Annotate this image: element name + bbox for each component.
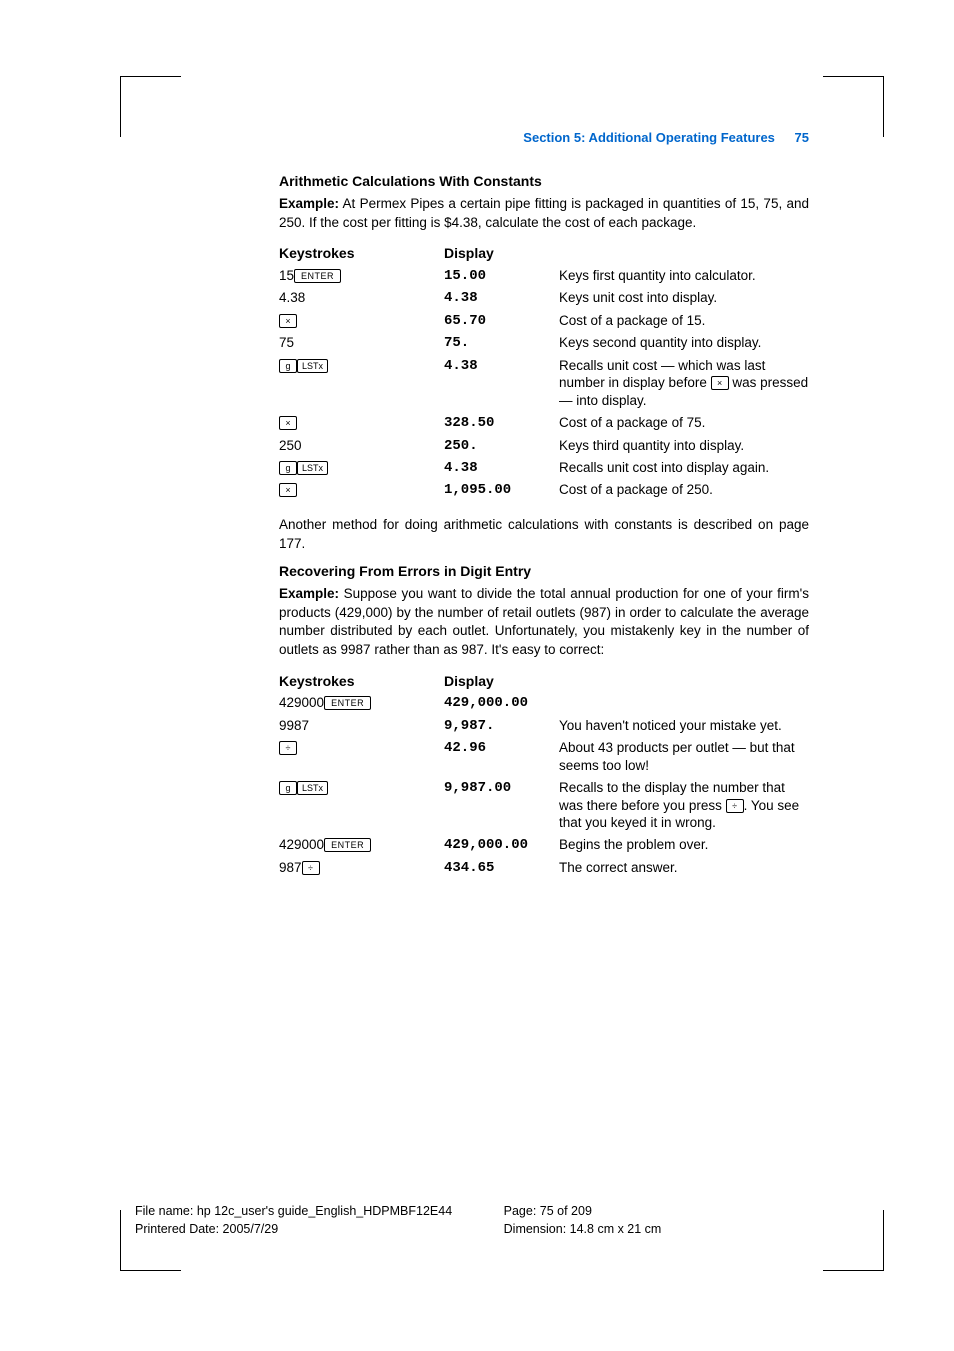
g-key: g	[279, 461, 297, 475]
display-val: 75.	[444, 332, 559, 354]
table-row: 250 250. Keys third quantity into displa…	[279, 435, 809, 457]
explanation: Recalls unit cost — which was last numbe…	[559, 355, 809, 412]
key-text: 9987	[279, 715, 444, 737]
table-row: ÷ 42.96 About 43 products per outlet — b…	[279, 737, 809, 777]
table-row: 15ENTER 15.00 Keys first quantity into c…	[279, 265, 809, 287]
table-row: gLSTx 4.38 Recalls unit cost — which was…	[279, 355, 809, 412]
th-display: Display	[444, 242, 559, 264]
explanation	[559, 692, 809, 714]
divide-key: ÷	[302, 861, 320, 875]
footer-page: Page: 75 of 209	[504, 1204, 592, 1218]
key-text: 75	[279, 332, 444, 354]
example2-paragraph: Example: Suppose you want to divide the …	[279, 585, 809, 660]
explanation: Keys unit cost into display.	[559, 287, 809, 309]
display-val: 429,000.00	[444, 834, 559, 856]
table-row: 429000ENTER 429,000.00	[279, 692, 809, 714]
table-row: × 328.50 Cost of a package of 75.	[279, 412, 809, 434]
table-row: gLSTx 4.38 Recalls unit cost into displa…	[279, 457, 809, 479]
table1: Keystrokes Display 15ENTER 15.00 Keys fi…	[279, 242, 809, 502]
enter-key: ENTER	[294, 269, 341, 283]
explanation: Recalls to the display the number that w…	[559, 777, 809, 834]
explanation: Cost of a package of 250.	[559, 479, 809, 501]
key-text: 15	[279, 268, 294, 283]
heading-recovering: Recovering From Errors in Digit Entry	[279, 563, 809, 579]
crop-mark-br	[823, 1210, 884, 1271]
display-val: 9,987.00	[444, 777, 559, 834]
explanation: Keys third quantity into display.	[559, 435, 809, 457]
display-val: 250.	[444, 435, 559, 457]
explanation: About 43 products per outlet — but that …	[559, 737, 809, 777]
explanation: You haven't noticed your mistake yet.	[559, 715, 809, 737]
table2: Keystrokes Display 429000ENTER 429,000.0…	[279, 670, 809, 879]
table-row: × 65.70 Cost of a package of 15.	[279, 310, 809, 332]
explanation: Begins the problem over.	[559, 834, 809, 856]
table-row: 987÷ 434.65 The correct answer.	[279, 857, 809, 879]
explanation: Recalls unit cost into display again.	[559, 457, 809, 479]
example2-text: Suppose you want to divide the total ann…	[279, 586, 809, 657]
header-page-number: 75	[795, 130, 809, 145]
lstx-key: LSTx	[297, 781, 328, 795]
explanation: Keys second quantity into display.	[559, 332, 809, 354]
display-val: 4.38	[444, 355, 559, 412]
display-val: 1,095.00	[444, 479, 559, 501]
multiply-key: ×	[279, 416, 297, 430]
display-val: 4.38	[444, 287, 559, 309]
page-header: Section 5: Additional Operating Features…	[279, 130, 809, 145]
example1-label: Example:	[279, 196, 339, 211]
table-row: gLSTx 9,987.00 Recalls to the display th…	[279, 777, 809, 834]
crop-mark-tl	[120, 76, 181, 137]
crop-mark-tr	[823, 76, 884, 137]
multiply-key-inline: ×	[711, 376, 729, 390]
th-keystrokes: Keystrokes	[279, 670, 444, 692]
key-text: 429000	[279, 695, 324, 710]
explanation: Cost of a package of 15.	[559, 310, 809, 332]
explanation: Cost of a package of 75.	[559, 412, 809, 434]
display-val: 4.38	[444, 457, 559, 479]
example2-label: Example:	[279, 586, 339, 601]
table-row: 4.38 4.38 Keys unit cost into display.	[279, 287, 809, 309]
lstx-key: LSTx	[297, 461, 328, 475]
enter-key: ENTER	[324, 696, 371, 710]
display-val: 328.50	[444, 412, 559, 434]
g-key: g	[279, 359, 297, 373]
table-row: 75 75. Keys second quantity into display…	[279, 332, 809, 354]
page-footer: File name: hp 12c_user's guide_English_H…	[135, 1202, 661, 1240]
display-val: 434.65	[444, 857, 559, 879]
table-row: × 1,095.00 Cost of a package of 250.	[279, 479, 809, 501]
mid-paragraph: Another method for doing arithmetic calc…	[279, 516, 809, 553]
example1-paragraph: Example: At Permex Pipes a certain pipe …	[279, 195, 809, 232]
explanation: The correct answer.	[559, 857, 809, 879]
footer-date: Printered Date: 2005/7/29	[135, 1222, 278, 1236]
footer-filename: File name: hp 12c_user's guide_English_H…	[135, 1204, 452, 1218]
key-text: 987	[279, 860, 302, 875]
multiply-key: ×	[279, 483, 297, 497]
display-val: 65.70	[444, 310, 559, 332]
display-val: 15.00	[444, 265, 559, 287]
example1-text: At Permex Pipes a certain pipe fitting i…	[279, 196, 809, 230]
footer-dimension: Dimension: 14.8 cm x 21 cm	[504, 1222, 662, 1236]
heading-arithmetic: Arithmetic Calculations With Constants	[279, 173, 809, 189]
key-text: 250	[279, 435, 444, 457]
enter-key: ENTER	[324, 838, 371, 852]
display-val: 42.96	[444, 737, 559, 777]
table-row: 9987 9,987. You haven't noticed your mis…	[279, 715, 809, 737]
th-display: Display	[444, 670, 559, 692]
multiply-key: ×	[279, 314, 297, 328]
key-text: 4.38	[279, 287, 444, 309]
g-key: g	[279, 781, 297, 795]
header-section: Section 5: Additional Operating Features	[523, 130, 775, 145]
divide-key-inline: ÷	[726, 799, 744, 813]
th-keystrokes: Keystrokes	[279, 242, 444, 264]
lstx-key: LSTx	[297, 359, 328, 373]
table-row: 429000ENTER 429,000.00 Begins the proble…	[279, 834, 809, 856]
key-text: 429000	[279, 837, 324, 852]
divide-key: ÷	[279, 741, 297, 755]
display-val: 9,987.	[444, 715, 559, 737]
display-val: 429,000.00	[444, 692, 559, 714]
page-content: Section 5: Additional Operating Features…	[279, 130, 809, 893]
explanation: Keys first quantity into calculator.	[559, 265, 809, 287]
